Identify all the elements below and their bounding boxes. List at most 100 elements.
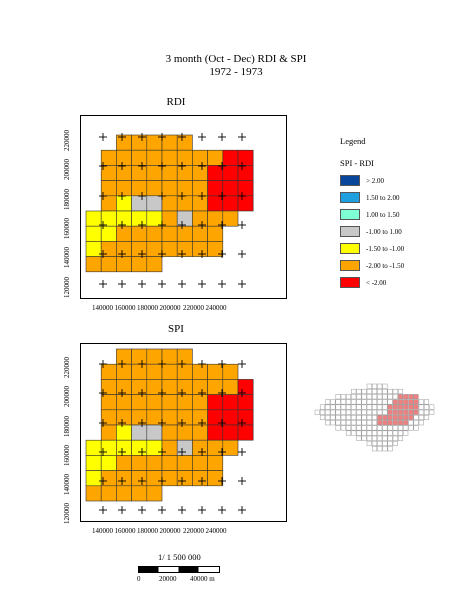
grid-cross <box>138 419 146 427</box>
grid-cell <box>100 485 117 502</box>
overview-cell <box>377 388 383 395</box>
overview-cell <box>325 404 331 410</box>
legend-rows: > 2.00 1.50 to 2.00 1.00 to 1.50 -1.00 to 1… <box>340 172 450 291</box>
overview-highlight-cell <box>377 420 383 426</box>
grid-cell <box>100 424 117 441</box>
overview-cell <box>351 404 357 410</box>
grid-cell <box>222 210 239 227</box>
grid-cross <box>198 477 206 485</box>
grid-cell <box>100 455 117 471</box>
overview-cell <box>330 404 336 410</box>
grid-cross <box>178 506 186 514</box>
overview-highlight-cell <box>408 409 414 415</box>
overview-cell <box>408 425 414 431</box>
grid-cell <box>131 165 148 181</box>
grid-cell <box>192 195 208 212</box>
grid-cell <box>161 210 178 227</box>
overview-highlight-cell <box>387 414 393 421</box>
legend-item: > 2.00 <box>340 172 450 189</box>
grid-cross <box>218 389 226 397</box>
overview-cell <box>361 388 367 395</box>
overview-locator-map <box>314 383 435 452</box>
grid-cross <box>178 162 186 170</box>
grid-cell <box>146 379 163 395</box>
rdi-x-tick-label: 240000 <box>205 304 227 312</box>
overview-cell <box>361 409 367 415</box>
grid-cell <box>237 379 254 395</box>
legend-swatch <box>340 192 360 203</box>
grid-cell <box>176 149 193 166</box>
grid-cross <box>138 280 146 288</box>
overview-highlight-cell <box>403 394 409 400</box>
grid-cross <box>118 192 126 200</box>
overview-highlight-cell <box>377 414 383 421</box>
grid-cross <box>99 506 107 514</box>
overview-cell <box>392 388 398 395</box>
grid-cell <box>161 180 178 197</box>
grid-cell <box>207 149 224 166</box>
overview-cell <box>366 383 372 389</box>
grid-cell <box>100 394 117 411</box>
grid-cross <box>99 360 107 368</box>
overview-cell <box>371 394 378 400</box>
grid-cross <box>218 250 226 258</box>
spi-x-tick-label: 160000 <box>114 527 136 535</box>
overview-cell <box>377 399 383 405</box>
grid-cross <box>158 162 166 170</box>
grid-cell <box>161 149 178 166</box>
spi-y-tick-label: 200000 <box>63 386 71 407</box>
overview-cell <box>356 435 362 441</box>
overview-cell <box>335 394 341 400</box>
overview-highlight-cell <box>413 394 419 400</box>
overview-cell <box>361 435 367 441</box>
grid-cell <box>192 439 208 456</box>
overview-cell <box>366 414 372 421</box>
grid-cross <box>158 448 166 456</box>
grid-cross <box>99 133 107 141</box>
grid-cell <box>207 424 224 441</box>
grid-cell <box>131 470 148 487</box>
grid-cell <box>237 149 254 166</box>
grid-cell <box>131 379 148 395</box>
grid-cross <box>118 250 126 258</box>
grid-cross <box>118 133 126 141</box>
grid-cell <box>207 165 224 181</box>
overview-cell <box>335 414 341 421</box>
grid-cell <box>116 363 132 380</box>
overview-cell <box>397 430 404 436</box>
spi-map-frame <box>80 343 287 522</box>
grid-cell <box>146 470 163 487</box>
rdi-x-tick-label: 160000 <box>114 304 136 312</box>
overview-cell <box>314 409 320 415</box>
grid-cross <box>158 506 166 514</box>
grid-cell <box>131 439 148 456</box>
overview-cell <box>377 435 383 441</box>
overview-cell <box>423 414 430 421</box>
overview-cell <box>345 394 352 400</box>
grid-cross <box>118 506 126 514</box>
overview-cell <box>382 446 388 452</box>
grid-cell <box>116 348 132 365</box>
grid-cross <box>198 280 206 288</box>
overview-cell <box>361 414 367 421</box>
overview-cell <box>366 399 372 405</box>
grid-cell <box>100 363 117 380</box>
overview-cell <box>366 420 372 426</box>
grid-cell <box>176 195 193 212</box>
grid-cross <box>158 280 166 288</box>
overview-highlight-cell <box>413 409 419 415</box>
overview-cell <box>366 404 372 410</box>
spi-y-tick-label: 220000 <box>63 357 71 378</box>
grid-cell <box>161 225 178 242</box>
scale-label-40000: 40000 m <box>190 575 215 583</box>
grid-cross <box>198 506 206 514</box>
rdi-y-tick-label: 120000 <box>63 277 71 298</box>
overview-cell <box>429 404 435 410</box>
overview-cell <box>377 394 383 400</box>
overview-cell <box>397 425 404 431</box>
grid-cross <box>218 477 226 485</box>
overview-cell <box>403 430 409 436</box>
overview-cell <box>340 404 346 410</box>
spi-y-tick-label: 160000 <box>63 445 71 466</box>
grid-cell <box>146 149 163 166</box>
